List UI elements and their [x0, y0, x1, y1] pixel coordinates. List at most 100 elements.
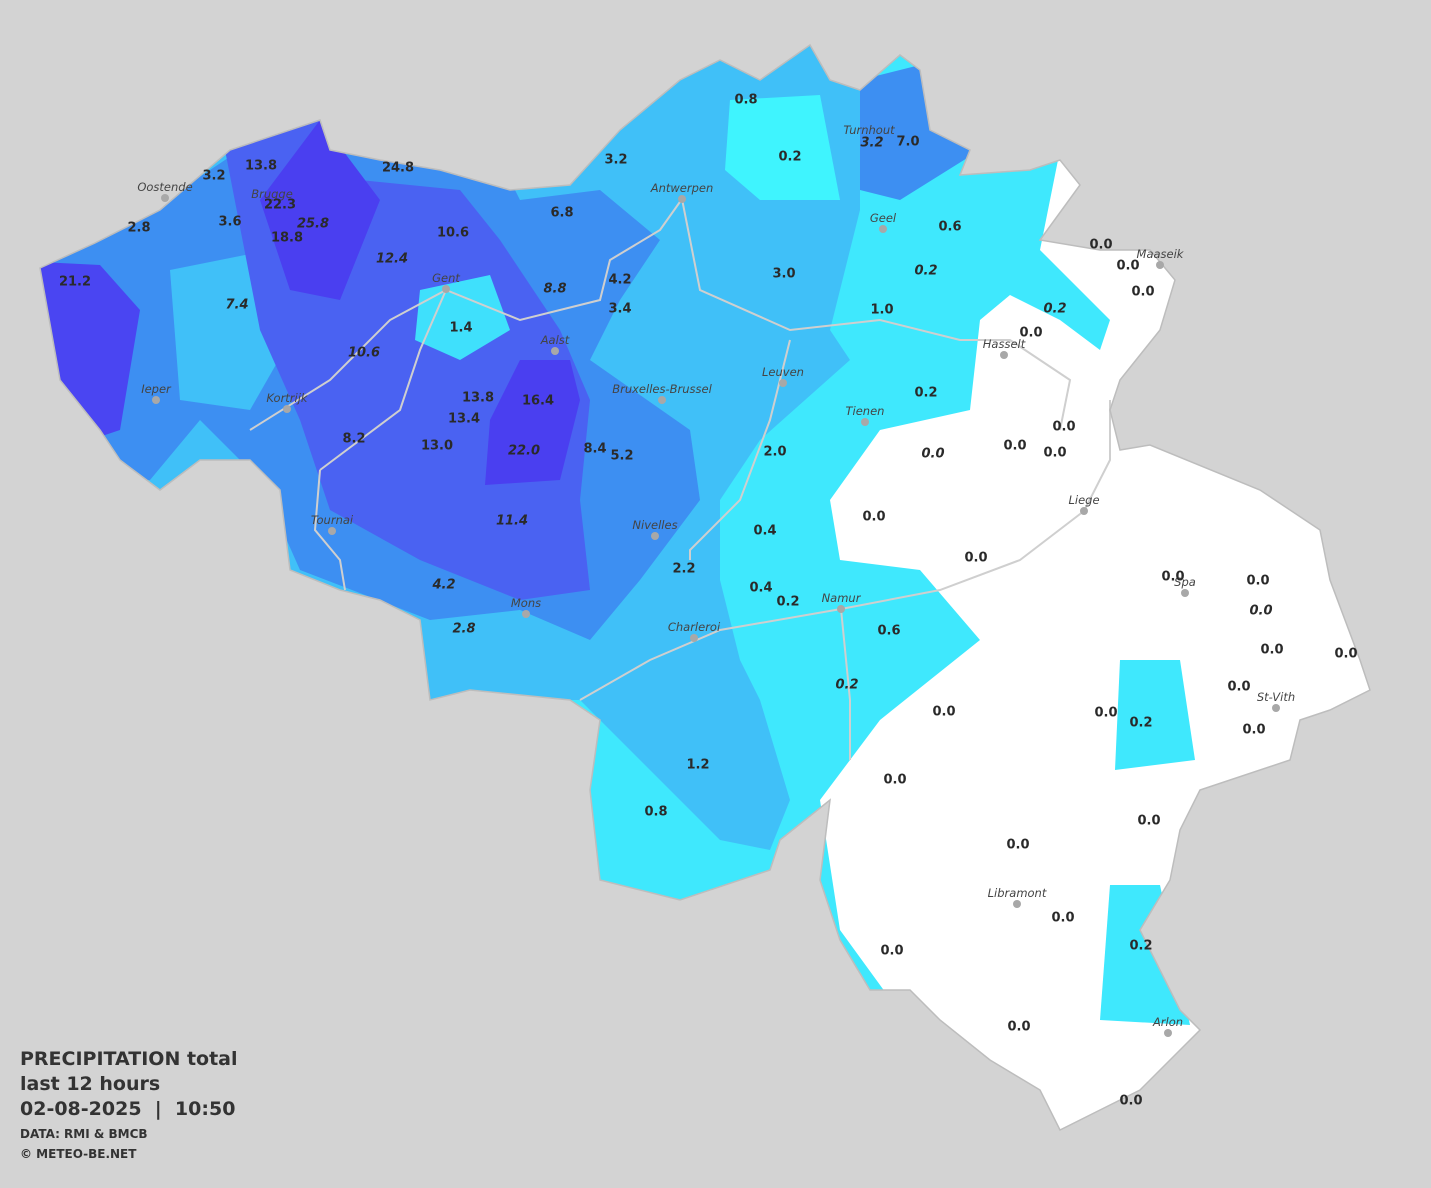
city-dot: [879, 225, 887, 233]
value-label: 0.0: [1006, 838, 1029, 853]
city-dot: [551, 347, 559, 355]
city-dot: [1164, 1029, 1172, 1037]
legend-title: PRECIPITATION total: [20, 1048, 238, 1070]
value-label: 3.6: [218, 215, 241, 230]
value-label: 10.6: [437, 226, 469, 241]
value-label: 7.0: [896, 135, 919, 150]
field-low-patch: [1115, 660, 1195, 770]
city-name: Kortrijk: [266, 391, 309, 405]
value-label: 5.2: [610, 449, 633, 464]
city-dot: [837, 605, 845, 613]
city-dot: [1013, 900, 1021, 908]
value-label: 0.0: [1242, 723, 1265, 738]
value-label: 3.2: [202, 169, 225, 184]
city-name: Aalst: [540, 333, 570, 347]
value-label: 2.8: [452, 622, 475, 637]
value-label: 0.2: [1129, 939, 1152, 954]
city-dot: [522, 610, 530, 618]
city-name: Liege: [1068, 493, 1099, 507]
city-name: Tournai: [311, 513, 354, 527]
value-label: 0.0: [1003, 439, 1026, 454]
legend-datetime: 02-08-2025 | 10:50: [20, 1098, 235, 1120]
value-label: 0.2: [776, 595, 799, 610]
value-label: 0.0: [932, 705, 955, 720]
value-label: 0.6: [877, 624, 900, 639]
city-dot: [861, 418, 869, 426]
value-label: 0.0: [1051, 911, 1074, 926]
city-dot: [1181, 589, 1189, 597]
field-high: [40, 260, 140, 470]
value-label: 22.0: [508, 444, 540, 459]
legend-period: last 12 hours: [20, 1073, 160, 1095]
city-name: Arlon: [1152, 1015, 1183, 1029]
city-name: Turnhout: [843, 123, 895, 137]
city-name: Brugge: [251, 187, 293, 201]
value-label: 0.2: [1043, 302, 1066, 317]
value-label: 0.0: [1089, 238, 1112, 253]
value-label: 0.0: [1161, 570, 1184, 585]
value-label: 0.0: [964, 551, 987, 566]
value-label: 3.0: [772, 267, 795, 282]
value-label: 1.2: [686, 758, 709, 773]
value-label: 13.4: [448, 412, 480, 427]
value-labels: 0.8 0.2 3.2 7.0 13.8 24.8 3.2 3.2 22.325.818.8 3.…: [59, 93, 1358, 1109]
city-dot: [161, 194, 169, 202]
value-label: 21.2: [59, 275, 91, 290]
river: [319, 289, 447, 471]
value-label: 18.8: [271, 231, 303, 246]
city-dot: [442, 285, 450, 293]
value-label: 1.4: [449, 321, 472, 336]
city-name: Geel: [870, 211, 897, 225]
value-label: 0.0: [1260, 643, 1283, 658]
value-label: 2.8: [127, 221, 150, 236]
value-label: 0.2: [835, 678, 858, 693]
city-dot: [779, 379, 787, 387]
value-label: 13.8: [245, 159, 277, 174]
field-highest: [260, 120, 380, 300]
value-label: 8.4: [583, 442, 606, 457]
city-dot: [1080, 507, 1088, 515]
value-label: 0.0: [921, 447, 944, 462]
value-label: 24.8: [382, 161, 414, 176]
legend: PRECIPITATION total last 12 hours 02-08-…: [20, 1048, 238, 1161]
value-label: 0.4: [749, 581, 772, 596]
value-label: 16.4: [522, 394, 554, 409]
value-label: 13.0: [421, 439, 453, 454]
city-dot: [283, 405, 291, 413]
city-dot: [328, 527, 336, 535]
city-name: Namur: [822, 591, 862, 605]
river: [313, 469, 346, 591]
city-name: St-Vith: [1257, 690, 1295, 704]
value-label: 0.0: [1116, 259, 1139, 274]
value-label: 0.2: [914, 264, 937, 279]
city-dot: [1000, 351, 1008, 359]
value-label: 0.8: [644, 805, 667, 820]
value-label: 6.8: [550, 206, 573, 221]
value-label: 0.2: [1129, 716, 1152, 731]
value-label: 0.0: [1249, 604, 1272, 619]
value-label: 0.6: [938, 220, 961, 235]
city-name: Maaseik: [1137, 247, 1185, 261]
city-name: Libramont: [988, 886, 1047, 900]
city-name: Leuven: [762, 365, 804, 379]
value-label: 22.3: [264, 198, 296, 213]
value-label: 11.4: [496, 514, 528, 529]
value-label: 0.0: [1137, 814, 1160, 829]
value-label: 0.8: [734, 93, 757, 108]
value-label: 0.0: [1019, 326, 1042, 341]
value-label: 0.0: [1094, 706, 1117, 721]
city-dot: [658, 396, 666, 404]
city-name: Oostende: [137, 180, 192, 194]
value-label: 3.2: [604, 153, 627, 168]
value-label: 12.4: [376, 252, 408, 267]
city-dot: [1156, 261, 1164, 269]
value-label: 0.0: [1007, 1020, 1030, 1035]
value-label: 2.2: [672, 562, 695, 577]
field-highest: [485, 360, 580, 485]
value-label: 4.2: [608, 273, 631, 288]
canal: [249, 196, 1072, 431]
legend-source: DATA: RMI & BMCB: [20, 1127, 148, 1141]
value-label: 4.2: [431, 578, 455, 593]
value-label: 0.2: [778, 150, 801, 165]
